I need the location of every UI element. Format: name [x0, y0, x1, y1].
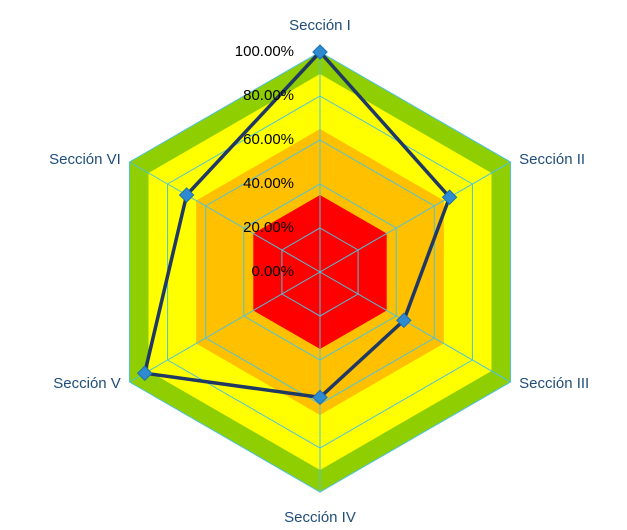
category-label: Sección I: [289, 17, 351, 34]
tick-label: 0.00%: [251, 263, 294, 280]
marker: [312, 389, 328, 406]
marker: [136, 365, 153, 381]
tick-label: 100.00%: [235, 43, 294, 60]
category-label: Sección V: [53, 375, 121, 392]
marker: [312, 44, 328, 60]
category-label: Sección II: [519, 151, 585, 168]
spoke: [129, 161, 321, 273]
tick-label: 20.00%: [243, 219, 294, 236]
spoke: [319, 271, 511, 383]
spoke: [129, 271, 321, 383]
category-label: Sección VI: [49, 151, 121, 168]
category-label: Sección IV: [284, 509, 356, 526]
category-label: Sección III: [519, 375, 589, 392]
spoke: [319, 161, 511, 273]
marker: [396, 312, 412, 329]
tick-label: 60.00%: [243, 131, 294, 148]
marker: [178, 187, 195, 203]
tick-label: 80.00%: [243, 87, 294, 104]
marker: [441, 189, 458, 205]
tick-label: 40.00%: [243, 175, 294, 192]
